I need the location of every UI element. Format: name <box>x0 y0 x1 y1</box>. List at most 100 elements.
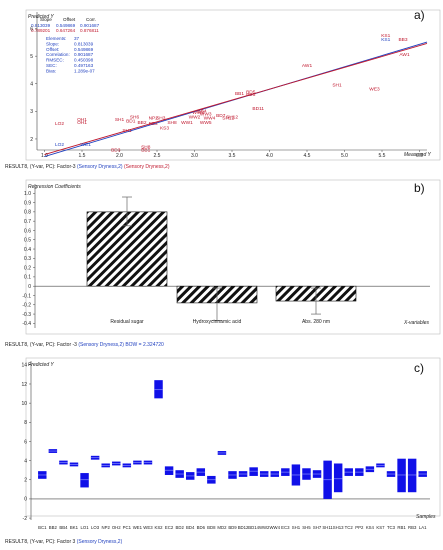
sample-label: TC3 <box>387 525 396 530</box>
point-label: AW1 <box>399 52 410 58</box>
y-tick-label: 5 <box>30 54 33 60</box>
panel-b-ylabel: Regression Coefficients <box>28 184 81 190</box>
y-tick-label: 0 <box>24 497 27 503</box>
point-label: WE1 <box>81 142 92 148</box>
sample-box <box>80 473 89 488</box>
stats-header-offset: Offset <box>63 17 76 22</box>
panel-b-xlabel: X-variables <box>403 320 430 326</box>
point-label: SH1 <box>115 117 125 123</box>
point-label: BB1 <box>141 147 150 153</box>
sample-label: KS4 <box>366 525 375 530</box>
point-label: NP2 <box>149 116 159 122</box>
stats-header-corr: Corr. <box>86 17 96 22</box>
panel-b-footer: RESULT8, (Y-var, PC): Factor -3 (Sensory… <box>5 342 164 348</box>
point-label: SH8 <box>141 145 151 151</box>
category-label: Hydroxycinnamic acid <box>193 319 242 325</box>
point-label: AW1 <box>302 63 313 69</box>
footer-item-1: (Sensory Dryness,2) <box>124 164 170 170</box>
y-tick-label: 6 <box>24 439 27 445</box>
point-label: BD5 <box>246 92 256 98</box>
panel-a-footer: RESULT8, (Y-var, PC): Factor-3 (Sensory … <box>5 164 170 170</box>
y-tick-label: 2 <box>30 137 33 143</box>
stats-block-label: RMSEC: <box>46 58 64 63</box>
footer-item-0: (Sensory Dryness,2) <box>77 539 123 545</box>
y-tick-label: 4 <box>24 458 27 464</box>
sample-label: LO1 <box>80 525 89 530</box>
sample-label: LA1 <box>419 525 427 530</box>
sample-box <box>164 466 174 475</box>
panel-c-bar: Predicted Y c) Samples -2 0 2 4 6 8 10 12 14 BC1… <box>5 357 441 545</box>
sample-label: SH5 <box>302 525 311 530</box>
footer-prefix: RESULT8, (Y-var, PC): Factor-3 <box>5 164 77 170</box>
point-label: BD11 <box>252 106 264 112</box>
y-tick-label: -0.3 <box>22 312 31 318</box>
sample-label: WE3 <box>143 525 153 530</box>
sample-box <box>249 467 258 476</box>
panel-c-footer: RESULT8, (Y-var, PC): Factor 3 (Sensory … <box>5 539 123 545</box>
sample-label: PC1 <box>123 525 132 530</box>
panel-b-bar: Regression Coefficients b) X-variables -… <box>5 179 441 348</box>
sample-box <box>154 380 163 399</box>
stats-header-slope: Slope <box>40 17 52 22</box>
sample-label: BB4 <box>59 525 68 530</box>
stats-block-label: Offset: <box>46 47 59 52</box>
stats-block-value: 0.813039 <box>74 41 94 46</box>
y-tick-label: -2 <box>23 516 28 522</box>
y-tick-label: -0.1 <box>22 293 31 299</box>
panel-c-ylabel: Predicted Y <box>28 362 54 368</box>
x-tick-label: 3.0 <box>191 153 198 159</box>
point-label: KS1 <box>381 33 390 39</box>
y-tick-label: 1.0 <box>24 191 31 197</box>
point-label: SH1 <box>332 83 342 89</box>
y-tick-label: 6 <box>30 26 33 32</box>
y-tick-label: 12 <box>21 382 27 388</box>
sample-label: RB1 <box>397 525 406 530</box>
point-label: OH1 <box>77 117 87 123</box>
y-tick-label: -0.4 <box>22 321 31 327</box>
x-tick-label: 1.5 <box>79 153 86 159</box>
sample-label: NP2 <box>102 525 111 530</box>
sample-box <box>397 458 406 493</box>
point-label: LO2 <box>55 142 64 148</box>
stats-block-value: 0.450398 <box>74 58 94 63</box>
footer-item-0: (Sensory Dryness,2) BOW = 2.324720 <box>78 342 164 348</box>
y-tick-label: 0 <box>28 284 31 290</box>
stats-row1-slope: 0.813039 <box>31 23 51 28</box>
sample-label: TC2 <box>345 525 354 530</box>
panel-a-letter: a) <box>414 8 425 22</box>
point-label: WW1 <box>181 120 193 126</box>
sample-box <box>407 458 417 493</box>
stats-block-label: Slope: <box>46 41 59 46</box>
x-tick-label: 3.5 <box>229 153 236 159</box>
stats-block-value: 1.289e-07 <box>74 68 95 73</box>
sample-box <box>333 463 343 493</box>
point-label: BD3 <box>111 147 121 153</box>
fit-line-1 <box>44 42 428 155</box>
sample-label: SH11 <box>322 525 333 530</box>
stats-block-value: 0.549869 <box>74 47 94 52</box>
point-label: BB2 <box>137 120 146 126</box>
sample-label: BD2 <box>175 525 184 530</box>
sample-label: BD8 <box>207 525 216 530</box>
sample-label: WW2 <box>259 525 270 530</box>
point-label: KS1 <box>381 37 390 43</box>
point-label: SH6 <box>130 114 140 120</box>
category-label: Residual sugar <box>110 319 144 325</box>
point-label: KS3 <box>160 125 169 131</box>
stats-row2-corr: 0.876811 <box>80 28 99 33</box>
point-label: BD1 <box>126 118 136 124</box>
stats-table: Slope Offset Corr. 0.813039 0.549869 0.9… <box>31 17 100 33</box>
sample-label: BK1 <box>70 525 79 530</box>
panel-c-axes: -2 0 2 4 6 8 10 12 14 <box>21 361 430 522</box>
x-tick-label: 5.0 <box>341 153 348 159</box>
sample-label: SH13 <box>333 525 344 530</box>
y-tick-label: 4 <box>30 82 33 88</box>
sample-label: SH1 <box>292 525 301 530</box>
point-label: WW3 <box>192 110 204 116</box>
sample-label: BD9 <box>228 525 237 530</box>
sample-label: BD6 <box>197 525 206 530</box>
stats-block-label: Elements: <box>46 36 66 41</box>
point-label: LO2 <box>55 121 64 127</box>
